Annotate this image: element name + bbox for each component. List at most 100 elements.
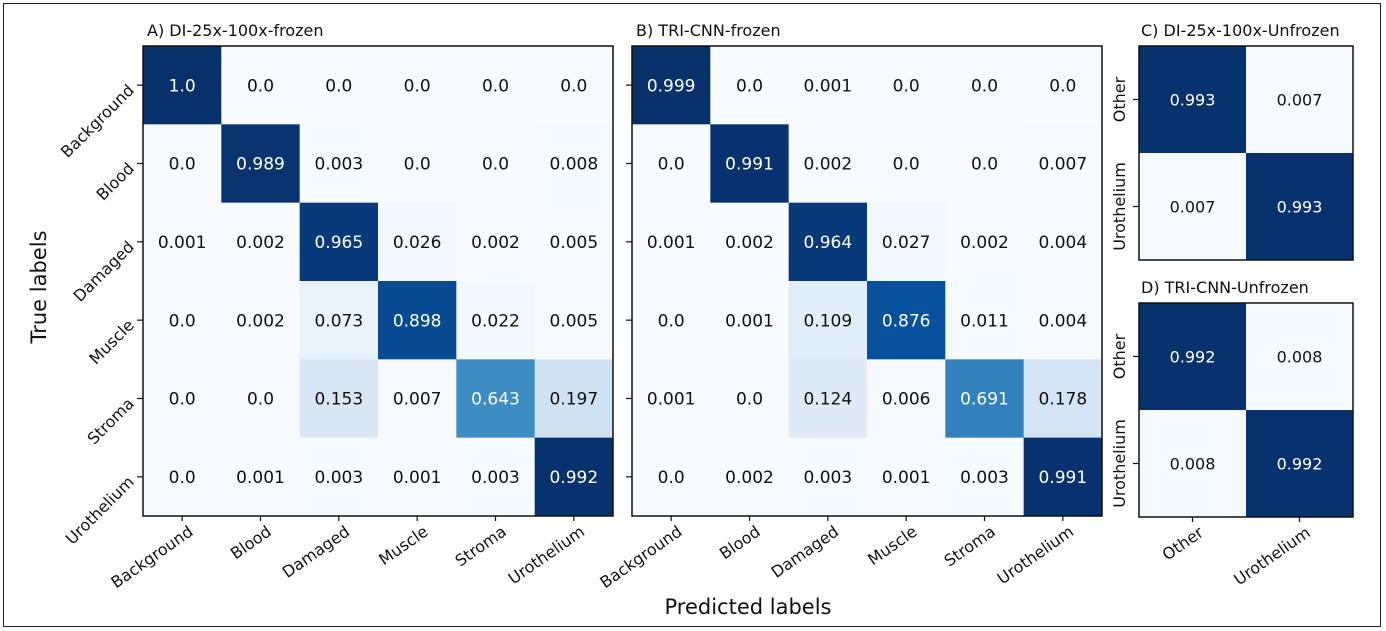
heatmap-cell: [1246, 410, 1354, 518]
x-axis-title: Predicted labels: [665, 595, 832, 619]
heatmap-cell: [534, 202, 614, 282]
cell-value-label: 0.0: [325, 76, 352, 96]
heatmap-cell: [456, 124, 536, 204]
heatmap-cell: [221, 281, 301, 360]
cell-value-label: 0.001: [803, 76, 852, 96]
cell-value-label: 0.001: [882, 468, 931, 488]
heatmap-cell: [299, 202, 379, 282]
heatmap-cell: [632, 202, 711, 282]
cell-value-label: 0.153: [314, 390, 363, 410]
heatmap-cell: [945, 202, 1025, 282]
heatmap-cell: [867, 281, 946, 360]
y-axis-title: True labels: [27, 230, 51, 344]
heatmap-cell: [221, 202, 301, 282]
cell-value-label: 0.011: [960, 311, 1009, 331]
cell-value-label: 0.0: [736, 76, 763, 96]
heatmap-cell: [945, 359, 1025, 439]
cell-value-label: 0.0: [169, 155, 196, 175]
cell-value-label: 0.0: [247, 390, 274, 410]
cell-value-label: 0.001: [725, 311, 774, 331]
heatmap-cell: [1246, 153, 1354, 261]
heatmap-cell: [1246, 303, 1354, 411]
heatmap-cell: [632, 46, 711, 125]
heatmap-cell: [788, 124, 868, 204]
heatmap-cell: [1023, 437, 1103, 517]
heatmap-cell: [143, 202, 222, 282]
heatmap-cell: [378, 359, 457, 439]
y-tick-label-muscle: Muscle: [85, 316, 138, 369]
x-tick-label-urothelium: Urothelium: [1230, 523, 1313, 589]
cell-value-label: 0.008: [1170, 454, 1216, 473]
cell-value-label: 0.0: [893, 76, 920, 96]
heatmap-cell: [221, 46, 301, 125]
heatmap-cell: [534, 437, 614, 517]
heatmap-cell: [1139, 410, 1247, 518]
cell-value-label: 0.002: [236, 233, 285, 253]
heatmap-cell: [710, 202, 790, 282]
panel-title: C) DI-25x-100x-Unfrozen: [1141, 21, 1340, 40]
x-tick-label-background: Background: [596, 522, 685, 592]
panel-frame: [631, 45, 1103, 517]
heatmap-cell: [867, 46, 946, 125]
heatmap-cell: [378, 281, 457, 360]
cell-value-label: 0.178: [1038, 390, 1087, 410]
heatmap-cell: [867, 202, 946, 282]
cell-value-label: 0.003: [803, 468, 852, 488]
heatmap-cell: [534, 359, 614, 439]
heatmap-cell: [788, 281, 868, 360]
heatmap-cell: [945, 46, 1025, 125]
cell-value-label: 0.003: [314, 155, 363, 175]
cell-value-label: 0.0: [247, 76, 274, 96]
cell-value-label: 0.109: [803, 311, 852, 331]
panel-frame: [1138, 45, 1354, 261]
panel-title: A) DI-25x-100x-frozen: [147, 21, 324, 40]
x-tick-label-muscle: Muscle: [375, 522, 431, 569]
cell-value-label: 0.964: [803, 233, 852, 253]
heatmap-cell: [710, 437, 790, 517]
heatmap-cell: [143, 124, 222, 204]
cell-value-label: 0.0: [169, 390, 196, 410]
heatmap-cell: [221, 437, 301, 517]
heatmap-cell: [632, 359, 711, 439]
heatmap-cell: [788, 46, 868, 125]
heatmap-cell: [221, 124, 301, 204]
x-tick-label-stroma: Stroma: [452, 522, 510, 571]
heatmap-cell: [945, 124, 1025, 204]
heatmap-cell: [456, 437, 536, 517]
cell-value-label: 0.965: [314, 233, 363, 253]
y-tick-label-damaged: Damaged: [69, 237, 137, 305]
cell-value-label: 0.004: [1038, 233, 1087, 253]
heatmap-cell: [1139, 303, 1247, 411]
heatmap-cell: [710, 46, 790, 125]
heatmap-cell: [945, 437, 1025, 517]
cell-value-label: 0.999: [647, 76, 696, 96]
cell-value-label: 0.002: [725, 233, 774, 253]
y-tick-label-urothelium: Urothelium: [1110, 162, 1129, 251]
heatmap-panel-3: C) DI-25x-100x-Unfrozen 0.993 0.007 0.007 0.…: [1110, 21, 1354, 261]
cell-value-label: 0.0: [658, 155, 685, 175]
cell-value-label: 0.0: [971, 76, 998, 96]
x-tick-label-damaged: Damaged: [279, 522, 354, 582]
cell-value-label: 0.007: [1170, 197, 1216, 216]
cell-value-label: 0.002: [960, 233, 1009, 253]
cell-value-label: 0.001: [158, 233, 207, 253]
cell-value-label: 0.691: [960, 390, 1009, 410]
heatmap-cell: [632, 281, 711, 360]
x-tick-label-damaged: Damaged: [768, 522, 843, 582]
cell-value-label: 0.073: [314, 311, 363, 331]
cell-value-label: 0.0: [658, 311, 685, 331]
cell-value-label: 0.002: [236, 311, 285, 331]
cell-value-label: 0.993: [1277, 197, 1323, 216]
x-tick-label-muscle: Muscle: [864, 522, 920, 569]
x-tick-label-urothelium: Urothelium: [994, 522, 1077, 588]
heatmap-cell: [378, 46, 457, 125]
heatmap-cell: [456, 359, 536, 439]
cell-value-label: 0.007: [1038, 155, 1087, 175]
cell-value-label: 0.0: [404, 155, 431, 175]
x-tick-label-background: Background: [107, 522, 196, 592]
heatmap-cell: [299, 281, 379, 360]
heatmap-cell: [632, 437, 711, 517]
